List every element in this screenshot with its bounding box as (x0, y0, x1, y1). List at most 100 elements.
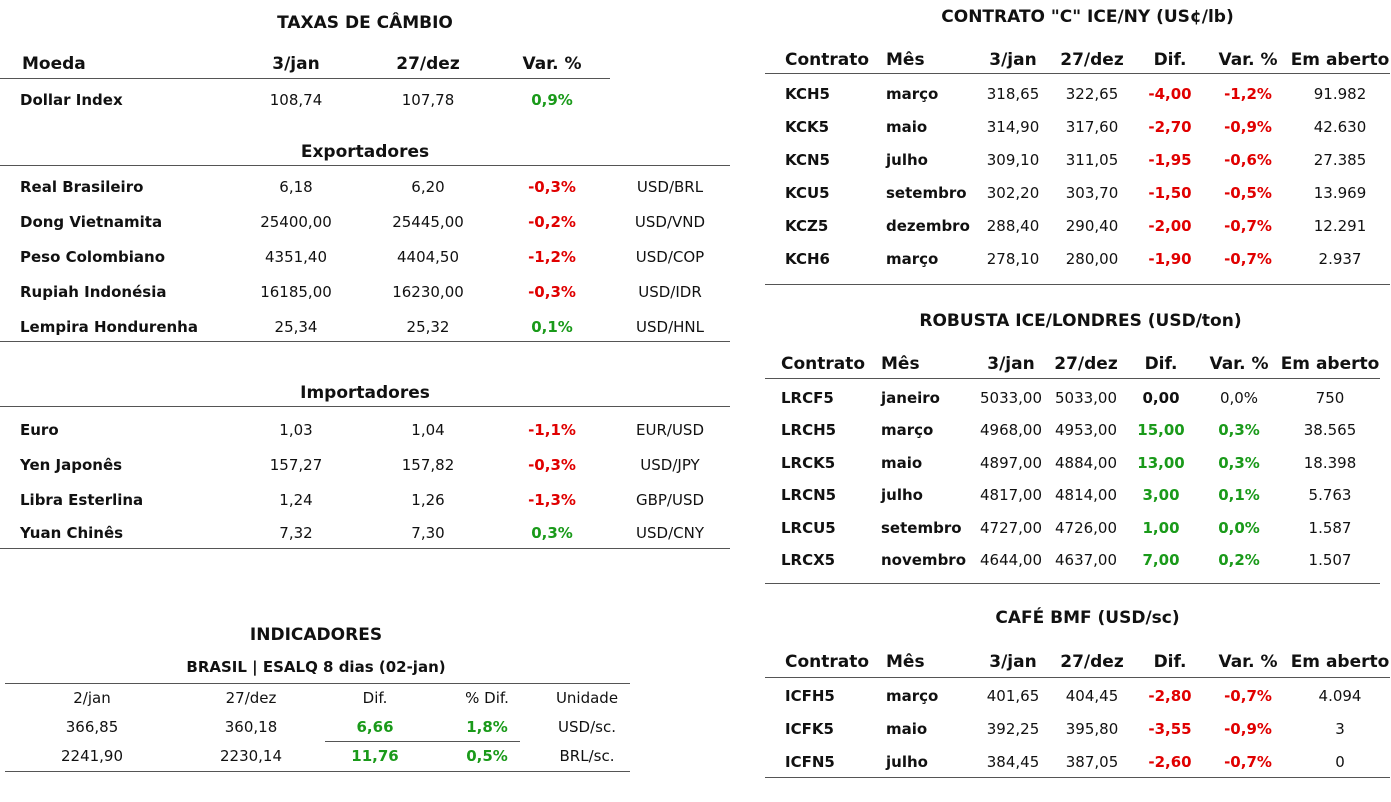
header: 2/jan (73, 689, 111, 707)
cell: USD/COP (635, 248, 705, 266)
cell: 303,70 (1065, 184, 1119, 202)
cell: 392,25 (986, 720, 1040, 738)
cell: -0,6% (1224, 151, 1272, 169)
cell: 366,85 (65, 718, 119, 736)
cell: 0,9% (531, 91, 573, 109)
cell: 13,00 (1137, 454, 1185, 472)
header: 3/jan (989, 652, 1037, 672)
cell: 3 (1335, 720, 1345, 738)
cell: -1,2% (1224, 85, 1272, 103)
cell: 18.398 (1303, 454, 1357, 472)
cell: LRCF5 (781, 389, 834, 407)
header: Var. % (522, 54, 582, 74)
cell: Rupiah Indonésia (20, 283, 167, 301)
cell: 1,00 (1142, 519, 1180, 537)
cell: 25,34 (274, 318, 318, 336)
header: 27/dez (1060, 50, 1124, 70)
cell: KCZ5 (785, 217, 829, 235)
rule (765, 677, 1390, 678)
cell: 278,10 (986, 250, 1040, 268)
header: % Dif. (465, 689, 509, 707)
cell: Real Brasileiro (20, 178, 144, 196)
rule (765, 777, 1390, 778)
cell: 4404,50 (396, 248, 460, 266)
cell: 0,5% (466, 747, 508, 765)
cell: 4726,00 (1054, 519, 1118, 537)
cell: EUR/USD (636, 421, 704, 439)
cell: 0,0% (1218, 519, 1260, 537)
cell: LRCU5 (781, 519, 836, 537)
rule (765, 583, 1380, 584)
cell: 1,8% (466, 718, 508, 736)
cell: 4637,00 (1054, 551, 1118, 569)
header: 3/jan (989, 50, 1037, 70)
cell: ICFN5 (785, 753, 835, 771)
header: Em aberto (1290, 652, 1390, 672)
cell: 1,24 (279, 491, 313, 509)
cell: 7,30 (411, 524, 445, 542)
cell: 16185,00 (260, 283, 332, 301)
cell: 0,3% (1218, 421, 1260, 439)
cell: 15,00 (1137, 421, 1185, 439)
cell: 2230,14 (219, 747, 283, 765)
header: Contrato (781, 354, 866, 374)
cell: LRCX5 (781, 551, 836, 569)
cell: 13.969 (1313, 184, 1367, 202)
cell: 4817,00 (979, 486, 1043, 504)
cell: KCN5 (785, 151, 830, 169)
cell: 11,76 (351, 747, 399, 765)
cell: dezembro (886, 217, 970, 235)
cell: -3,55 (1148, 720, 1192, 738)
header: Var. % (1218, 652, 1278, 672)
cell: 290,40 (1065, 217, 1119, 235)
cell: maio (886, 118, 928, 136)
header: Contrato (785, 652, 870, 672)
cell: 2241,90 (60, 747, 124, 765)
cell: 2.937 (1318, 250, 1362, 268)
cell: 4884,00 (1054, 454, 1118, 472)
cell: USD/BRL (636, 178, 704, 196)
cell: 311,05 (1065, 151, 1119, 169)
header: Em aberto (1280, 354, 1380, 374)
cell: julho (886, 753, 928, 771)
header: 3/jan (987, 354, 1035, 374)
cell: 1.507 (1308, 551, 1352, 569)
cell: LRCK5 (781, 454, 836, 472)
cell: setembro (881, 519, 962, 537)
rule (765, 73, 1390, 74)
cell: -0,3% (528, 456, 576, 474)
cell: 360,18 (224, 718, 278, 736)
cell: ICFH5 (785, 687, 835, 705)
cell: -0,3% (528, 178, 576, 196)
cell: -0,9% (1224, 118, 1272, 136)
cell: 317,60 (1065, 118, 1119, 136)
section-title: Importadores (300, 383, 430, 403)
header: 27/dez (225, 689, 277, 707)
rule (5, 683, 630, 684)
cell: -2,60 (1148, 753, 1192, 771)
cell: 404,45 (1065, 687, 1119, 705)
rule (0, 548, 730, 549)
cell: 6,66 (356, 718, 394, 736)
rule (765, 378, 1380, 379)
cell: -1,3% (528, 491, 576, 509)
cell: 4644,00 (979, 551, 1043, 569)
header: Mês (886, 50, 925, 70)
cell: 302,20 (986, 184, 1040, 202)
cell: Euro (20, 421, 59, 439)
cell: 750 (1315, 389, 1345, 407)
rule (765, 284, 1390, 285)
cell: 318,65 (986, 85, 1040, 103)
cell: -0,7% (1224, 217, 1272, 235)
cell: 7,00 (1142, 551, 1180, 569)
cell: ICFK5 (785, 720, 834, 738)
cell: USD/IDR (638, 283, 702, 301)
cell: novembro (881, 551, 967, 569)
cell: BRL/sc. (559, 747, 615, 765)
cell: -2,80 (1148, 687, 1192, 705)
cell: 25445,00 (392, 213, 464, 231)
cell: KCH6 (785, 250, 830, 268)
cell: -1,1% (528, 421, 576, 439)
cell: março (886, 85, 939, 103)
cell: 401,65 (986, 687, 1040, 705)
